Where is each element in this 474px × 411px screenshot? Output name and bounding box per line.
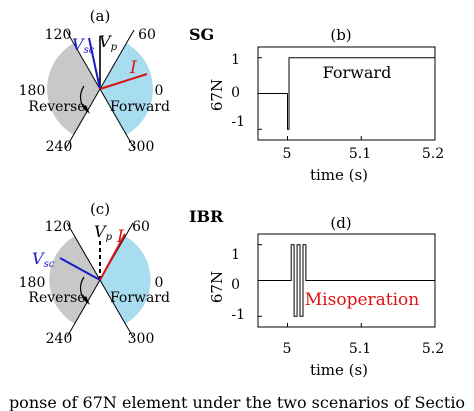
vsc-phasor-c — [59, 257, 101, 281]
reverse-zone-a — [47, 43, 100, 135]
panel-label-b: (b) — [330, 26, 351, 44]
vp-main-c: V — [94, 222, 107, 241]
reverse-zone-c — [49, 236, 100, 324]
chart-panel-b: SG (b) 1 0 -1 5 5.1 5.2 time (s) 67N For… — [189, 25, 444, 184]
panel-label-d: (d) — [330, 214, 351, 232]
ytick-label: -1 — [231, 307, 245, 323]
xtick-label: 5.1 — [349, 146, 371, 162]
angle-label-120: 120 — [45, 219, 72, 235]
x-axis-label-d: time (s) — [310, 361, 368, 379]
forward-zone-a — [100, 43, 153, 135]
angle-label-0: 0 — [155, 275, 164, 291]
vp-label-a: Vp — [99, 32, 118, 53]
ytick-label: 0 — [231, 277, 240, 293]
angle-label-300: 300 — [128, 139, 155, 155]
zone-label-reverse-a: Reverse — [28, 99, 85, 115]
current-phasor-c — [99, 233, 126, 281]
zone-label-reverse-c: Reverse — [28, 290, 85, 306]
xtick-label: 5 — [283, 146, 292, 162]
row-title-sg: SG — [189, 25, 214, 44]
vsc-main-c: V — [32, 249, 45, 268]
rotation-arrowhead-c — [83, 296, 90, 305]
angle-label-180: 180 — [19, 83, 46, 99]
series-line-b-0 — [258, 57, 435, 130]
angle-label-180: 180 — [19, 275, 46, 291]
angle-label-0: 0 — [155, 83, 164, 99]
angle-label-60: 60 — [138, 27, 156, 43]
vp-label-c: Vp — [94, 222, 113, 243]
chart-panel-d: IBR (d) 1 0 -1 5 5.1 5.2 time (s) 67N Mi… — [189, 207, 444, 379]
panel-label-c: (c) — [90, 200, 110, 218]
vp-sub-a: p — [111, 42, 118, 53]
annotation-misoperation: Misoperation — [305, 290, 420, 310]
current-label-a: I — [129, 58, 137, 78]
row-title-ibr: IBR — [189, 207, 224, 226]
annotation-forward: Forward — [323, 63, 392, 82]
vsc-phasor-a — [88, 37, 101, 90]
vsc-sub-a: sc — [84, 45, 95, 56]
ytick-label: 0 — [231, 85, 240, 101]
y-axis-label-d: 67N — [208, 271, 226, 303]
y-axis-label-b: 67N — [208, 79, 226, 111]
xtick-label: 5.2 — [422, 341, 444, 357]
vsc-main-a: V — [72, 35, 85, 54]
angle-label-120: 120 — [45, 27, 72, 43]
polar-diagram-a: (a) 120 60 180 0 240 300 Reverse Forward… — [19, 7, 170, 155]
vsc-sub-c: sc — [44, 259, 55, 270]
panel-label-a: (a) — [90, 7, 111, 25]
vp-sub-c: p — [106, 232, 113, 243]
rotation-arrowhead-a — [83, 105, 90, 114]
ytick-label: 1 — [231, 247, 240, 263]
xtick-label: 5.1 — [349, 341, 371, 357]
current-label-c: I — [116, 227, 124, 247]
polar-diagram-c: (c) 120 60 180 0 240 300 Reverse Forward… — [19, 200, 170, 347]
angle-label-240: 240 — [46, 331, 73, 347]
angle-label-240: 240 — [46, 139, 73, 155]
chart-marks-b — [258, 57, 436, 140]
current-phasor-a — [99, 73, 148, 90]
vp-main-a: V — [99, 32, 112, 51]
xtick-label: 5.2 — [422, 146, 444, 162]
vsc-label-a: Vsc — [72, 35, 95, 56]
forward-zone-c — [100, 236, 151, 324]
angle-label-60: 60 — [132, 219, 150, 235]
vsc-label-c: Vsc — [32, 249, 55, 270]
chart-marks-d — [258, 244, 436, 327]
x-axis-label-b: time (s) — [310, 166, 368, 184]
zone-label-forward-c: Forward — [110, 290, 170, 306]
ytick-label: 1 — [231, 52, 240, 68]
xtick-label: 5 — [283, 341, 292, 357]
series-line-d-0 — [258, 244, 435, 317]
angle-label-300: 300 — [128, 331, 155, 347]
zone-label-forward-a: Forward — [110, 99, 170, 115]
figure-caption: ponse of 67N element under the two scena… — [9, 393, 465, 411]
ytick-label: -1 — [231, 114, 245, 130]
